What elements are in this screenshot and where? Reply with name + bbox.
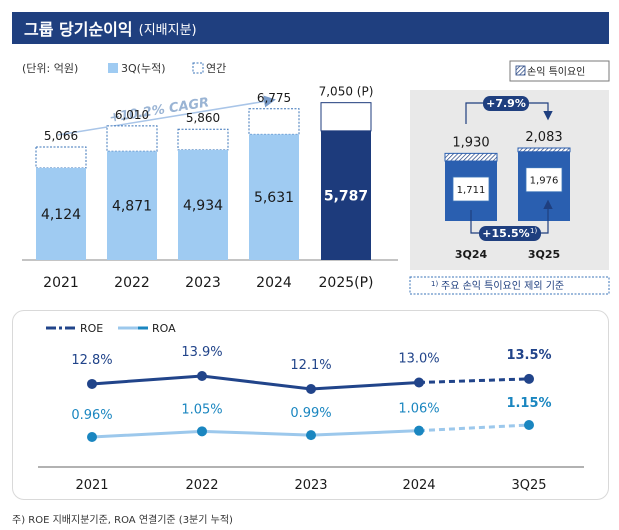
roe-value-label: 12.1%: [290, 358, 331, 373]
q3-bar: [249, 134, 299, 260]
annual-bar: [35, 146, 87, 169]
roe-line: [91, 374, 420, 391]
special-excl-box: [525, 167, 563, 193]
roa-point: [306, 430, 316, 441]
legend-q3-label: 3Q(누적): [121, 62, 165, 75]
special-factor-hatch: [444, 152, 498, 162]
cagr-arrow: [57, 95, 276, 136]
special-total-label: 1,930: [452, 135, 489, 150]
line-category-label: 2021: [75, 478, 108, 493]
line-category-label: 2023: [294, 478, 327, 493]
roe-point: [197, 371, 207, 381]
roe-point: [87, 378, 97, 389]
roe-point: [524, 373, 534, 384]
roe-forecast-line: [418, 377, 530, 384]
special-excl-box: [452, 176, 490, 202]
special-footnote-mark: 1): [431, 280, 438, 288]
growth-total-label: +7.9%: [486, 97, 526, 110]
special-excl-label: 1,976: [530, 176, 559, 187]
legend-roe-label: ROE: [80, 322, 103, 335]
roe-point: [414, 377, 424, 388]
legend-roa-label: ROA: [152, 322, 176, 335]
line-category-label: 2024: [402, 478, 435, 493]
bar-chart: 4,124 5,066 2021 4,871 6,010 2022 4,934 5,860 20…: [22, 85, 398, 291]
roe-value-label: 13.0%: [398, 352, 439, 367]
unit-label: (단위: 억원): [22, 62, 78, 75]
growth-excl-badge: [479, 226, 541, 241]
annual-bar: [248, 108, 300, 135]
q3-value-label: 4,934: [183, 198, 223, 214]
roa-forecast-line: [418, 423, 530, 433]
growth-excl-label: +15.5%: [482, 227, 529, 240]
annual-value-label: 5,860: [186, 111, 220, 125]
special-total-label: 2,083: [525, 130, 562, 145]
special-chart: 1,711 1,930 3Q24 1,976 2,083 3Q25 +7.9% +15.5% 1…: [444, 96, 571, 261]
annual-bar: [320, 102, 372, 132]
annual-value-label: 5,066: [44, 129, 78, 143]
roa-point: [87, 432, 97, 442]
roe-value-label: 13.5%: [506, 348, 551, 363]
line-chart: 2021 2022 2023 2024 3Q25 12.8% 13.9% 12.1% 13.0%…: [38, 345, 584, 493]
annual-value-label: 7,050 (P): [319, 85, 374, 99]
bar-category-label: 2024: [256, 275, 292, 291]
q3-bar: [36, 167, 86, 260]
title-bar: 그룹 당기순이익 (지배지분): [12, 12, 609, 44]
legend-annual-label: 연간: [206, 62, 226, 75]
annual-bar: [177, 128, 229, 151]
roa-point: [414, 425, 424, 436]
special-factor-label: 손익 특이요인: [527, 66, 585, 78]
roa-value-label: 1.05%: [181, 402, 222, 417]
roe-point: [306, 384, 316, 394]
special-factor-button[interactable]: [509, 60, 610, 82]
roa-value-label: 0.99%: [290, 406, 331, 421]
line-category-label: 2022: [185, 478, 218, 493]
special-category-label: 3Q24: [455, 248, 488, 261]
legend-annual-swatch: [192, 62, 204, 74]
bar-category-label: 2022: [114, 275, 150, 291]
special-footnote-text: 주요 손익 특이요인 제외 기준: [441, 280, 564, 292]
footer-note: 주) ROE 지배지분기준, ROA 연결기준 (3분기 누적): [12, 515, 233, 526]
ratio-panel: [12, 310, 609, 500]
legend-q3-swatch: [108, 63, 118, 73]
roa-value-label: 1.06%: [398, 402, 439, 417]
roe-value-label: 12.8%: [71, 353, 112, 368]
hatch-icon: [515, 65, 526, 76]
q3-bar: [107, 151, 157, 260]
q3-value-label: 4,871: [112, 199, 152, 215]
special-category-label: 3Q25: [528, 248, 560, 261]
page-subtitle: (지배지분): [138, 22, 197, 38]
annual-bar: [106, 125, 158, 152]
bar-category-label: 2023: [185, 275, 221, 291]
line-category-label: 3Q25: [511, 478, 546, 493]
special-footnote-box: [409, 276, 610, 295]
growth-excl-mark: 1): [530, 227, 537, 235]
roe-value-label: 13.9%: [181, 345, 222, 360]
q3-value-label: 5,787: [324, 188, 368, 204]
roa-value-label: 0.96%: [71, 408, 112, 423]
annual-value-label: 6,775: [257, 91, 291, 105]
growth-total-badge: [483, 96, 529, 111]
roa-value-label: 1.15%: [506, 396, 551, 411]
q3-value-label: 4,124: [41, 207, 81, 223]
q3-bar: [321, 130, 371, 260]
special-excl-label: 1,711: [457, 185, 486, 196]
bar-category-label: 2025(P): [319, 275, 374, 291]
bar-category-label: 2021: [43, 275, 79, 291]
annual-value-label: 6,010: [115, 108, 149, 122]
roa-line: [91, 429, 420, 439]
q3-bar: [178, 149, 228, 260]
special-factor-hatch: [517, 147, 571, 153]
roa-point: [197, 426, 207, 437]
q3-value-label: 5,631: [254, 190, 294, 206]
page-title: 그룹 당기순이익: [24, 20, 133, 39]
roa-point: [524, 420, 534, 430]
